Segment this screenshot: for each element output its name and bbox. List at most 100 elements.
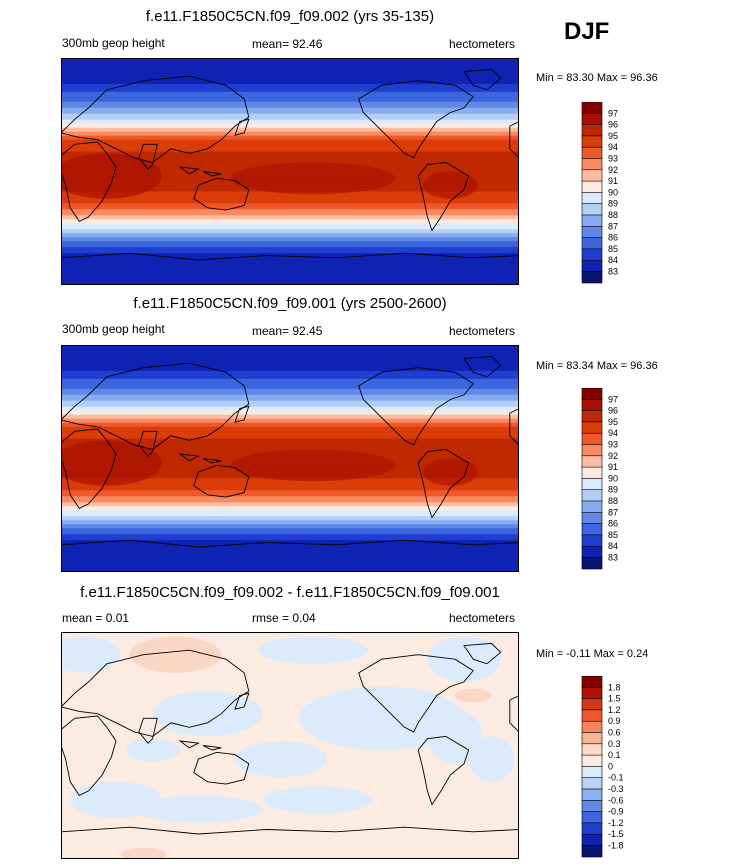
field-band — [61, 97, 519, 101]
field-band — [61, 490, 519, 493]
field-band — [61, 568, 519, 571]
field-band — [61, 101, 519, 105]
field-band — [61, 141, 519, 145]
colorbar-swatch — [581, 743, 603, 756]
field-band — [61, 113, 519, 117]
colorbar-swatch — [581, 833, 603, 846]
field-band — [61, 251, 519, 254]
field-band — [61, 103, 519, 107]
coastline-2 — [138, 430, 158, 457]
field-band — [61, 432, 519, 436]
colorbar-swatch — [581, 675, 603, 688]
colorbar-tick-label: -0.9 — [608, 807, 624, 817]
field-band — [61, 73, 519, 77]
field-band — [61, 502, 519, 505]
colorbar-tick-label: 1.8 — [608, 682, 621, 692]
field-band — [61, 446, 519, 450]
colorbar-swatch — [581, 545, 603, 558]
field-band — [61, 398, 519, 402]
field-band — [61, 275, 519, 278]
diff-negative-patch — [257, 636, 368, 664]
colorbar-swatch — [581, 478, 603, 491]
field-band — [61, 380, 519, 384]
field-band — [61, 107, 519, 111]
field-band — [61, 215, 519, 218]
colorbar-tick-label: 95 — [608, 417, 618, 427]
colorbar-swatch — [581, 777, 603, 790]
field-band — [61, 227, 519, 230]
field-band — [61, 486, 519, 489]
field-band — [61, 400, 519, 404]
diff-negative-patch — [61, 636, 121, 673]
field-band — [61, 428, 519, 432]
colorbar-swatch — [581, 500, 603, 513]
colorbar-tick-label: 97 — [608, 108, 618, 118]
panel-2-variable-label: 300mb geop height — [62, 322, 165, 336]
field-band — [61, 58, 519, 61]
field-band — [61, 516, 519, 519]
colorbar-swatch — [581, 399, 603, 412]
field-band — [61, 71, 519, 75]
colorbar-swatch — [581, 811, 603, 824]
field-band — [61, 388, 519, 392]
colorbar-swatch — [581, 557, 603, 570]
field-band — [61, 346, 519, 350]
coastline-6 — [463, 355, 502, 378]
colorbar-swatch — [581, 720, 603, 734]
field-band — [61, 135, 519, 139]
field-band — [61, 85, 519, 89]
field-band — [61, 239, 519, 242]
diff-negative-patch — [299, 686, 465, 751]
field-band — [61, 538, 519, 541]
diff-negative-patch — [134, 795, 263, 823]
field-band — [61, 424, 519, 428]
field-band — [61, 219, 519, 222]
colorbar-swatch — [581, 800, 603, 813]
field-band — [61, 145, 519, 149]
field-band — [61, 406, 519, 410]
panel-3-colorbar: 1.8 1.5 1.2 0.9 0.6 0.3 0.1 0 -0.1 -0.3 -0.6 -0.9 -1… — [580, 675, 640, 863]
diff-positive-patch — [129, 636, 222, 673]
field-band — [61, 362, 519, 366]
field-band — [61, 139, 519, 143]
field-band — [61, 558, 519, 561]
field-band — [61, 442, 519, 446]
field-band — [61, 488, 519, 491]
map-frame — [61, 632, 519, 859]
field-band — [61, 518, 519, 521]
colorbar-swatch — [581, 822, 603, 835]
field-band — [61, 161, 519, 165]
panel-1-colorbar: 97 96 95 94 93 92 91 90 89 88 87 86 85 84 83 — [580, 101, 640, 289]
field-band — [61, 143, 519, 147]
coastline-antarctica — [61, 539, 519, 572]
field-band — [61, 356, 519, 360]
colorbar-tick-label: 84 — [608, 255, 618, 265]
diff-positive-patch — [454, 688, 492, 703]
field-band — [61, 562, 519, 565]
panel-3-title: f.e11.F1850C5CN.f09_f09.002 - f.e11.F185… — [80, 584, 500, 601]
panel-1-units-label: hectometers — [449, 37, 516, 51]
field-max-core — [422, 458, 478, 486]
field-band — [61, 95, 519, 99]
panel-3-mean-label: mean = 0.01 — [62, 611, 130, 625]
colorbar-swatch — [581, 124, 603, 137]
field-band — [61, 247, 519, 250]
coastline-8 — [234, 118, 250, 136]
colorbar-tick-label: 89 — [608, 199, 618, 209]
colorbar-swatch — [581, 226, 603, 239]
diff-negative-patch — [468, 736, 515, 782]
field-band — [61, 105, 519, 109]
field-band — [61, 149, 519, 153]
field-band — [61, 121, 519, 125]
field-band — [61, 229, 519, 232]
field-band — [61, 414, 519, 418]
coastline-0 — [61, 428, 117, 509]
colorbar-tick-label: 86 — [608, 519, 618, 529]
field-band — [61, 159, 519, 163]
colorbar-tick-label: -0.6 — [608, 795, 624, 805]
colorbar-tick-label: 91 — [608, 176, 618, 186]
field-band — [61, 345, 519, 348]
colorbar-tick-label: 1.5 — [608, 694, 621, 704]
field-band — [61, 404, 519, 408]
field-band — [61, 63, 519, 67]
